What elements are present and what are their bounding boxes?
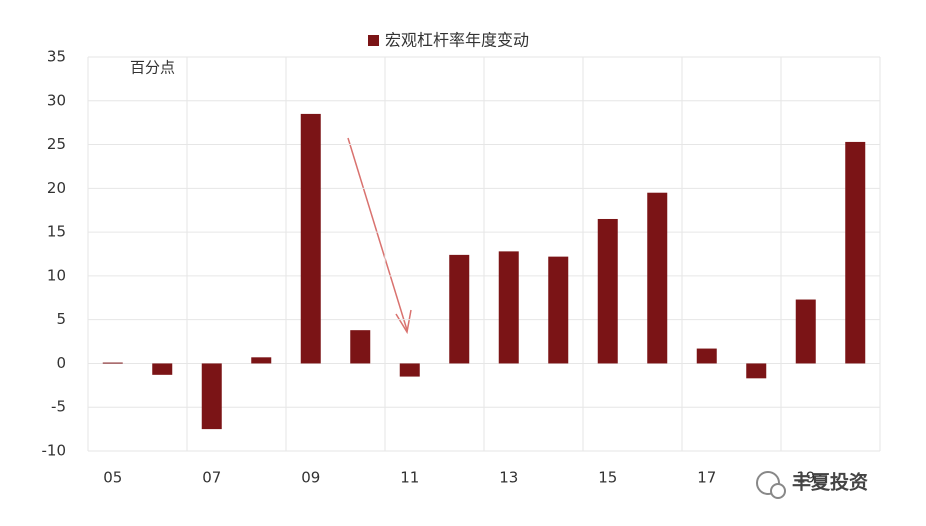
x-tick-label: 09: [301, 469, 320, 487]
y-tick-label: 35: [47, 48, 66, 66]
y-tick-label: -5: [51, 398, 66, 416]
y-unit: 百分点: [130, 59, 175, 77]
x-tick-label: 11: [400, 469, 419, 487]
bar: [449, 254, 470, 364]
bar: [696, 348, 717, 364]
x-tick-label: 15: [598, 469, 617, 487]
bar: [746, 363, 767, 379]
bar: [201, 363, 222, 430]
watermark: 丰夏投资: [756, 471, 868, 499]
bar: [152, 363, 173, 375]
bar: [647, 192, 668, 364]
bar: [399, 363, 420, 377]
y-tick-label: 0: [56, 354, 66, 372]
watermark-icon: [756, 471, 780, 495]
y-tick-label: 30: [47, 91, 66, 109]
watermark-icon: [770, 483, 786, 499]
x-tick-label: 17: [697, 469, 716, 487]
bar: [251, 357, 272, 364]
x-tick-label: 05: [103, 469, 122, 487]
bar: [350, 330, 371, 364]
y-tick-label: 25: [47, 135, 66, 153]
bar: [498, 251, 519, 364]
bar: [597, 218, 618, 364]
x-tick-label: 07: [202, 469, 221, 487]
bar: [845, 141, 866, 364]
y-tick-label: 5: [56, 310, 66, 328]
y-tick-label: 15: [47, 223, 66, 241]
bar: [548, 256, 569, 364]
arrow-line: [347, 137, 408, 331]
y-tick-label: 10: [47, 266, 66, 284]
x-tick-label: 13: [499, 469, 518, 487]
y-tick-label: 20: [47, 179, 66, 197]
watermark-text: 丰夏投资: [792, 471, 868, 494]
bar: [102, 362, 123, 364]
legend-label: 宏观杠杆率年度变动: [385, 31, 529, 50]
bar: [795, 299, 816, 364]
bar: [300, 113, 321, 364]
legend-swatch: [368, 35, 379, 46]
x-tick-label: 19: [796, 469, 815, 487]
y-tick-label: -10: [42, 442, 67, 460]
